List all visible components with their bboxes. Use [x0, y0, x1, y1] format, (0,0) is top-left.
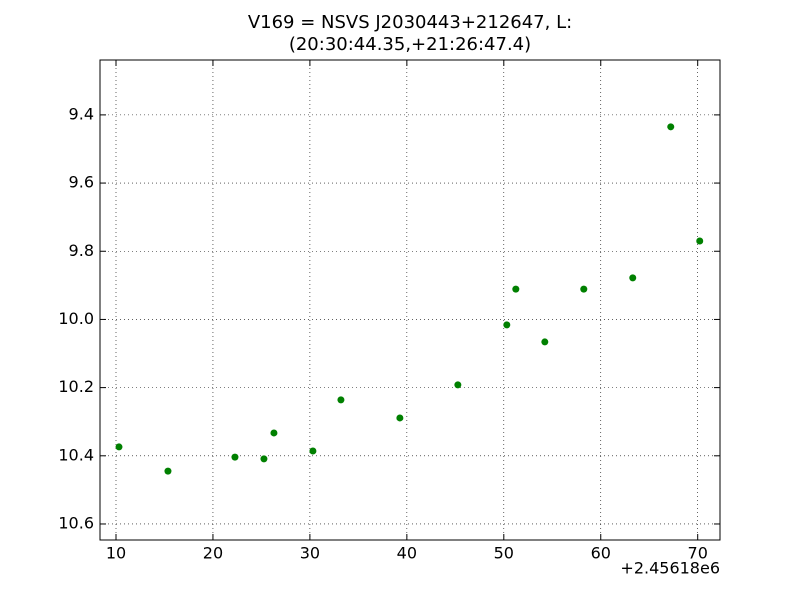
x-offset-label: +2.45618e6 — [620, 559, 720, 578]
y-tick-label: 9.4 — [69, 104, 94, 123]
point — [164, 467, 172, 475]
y-tick-label: 10.0 — [58, 309, 94, 328]
x-tick-label: 20 — [203, 544, 223, 563]
y-tick-label: 10.2 — [58, 377, 94, 396]
point — [396, 414, 404, 422]
chart-title: V169 = NSVS J2030443+212647, L: — [248, 12, 572, 33]
point — [337, 396, 345, 404]
point — [260, 455, 268, 463]
x-tick-label: 10 — [106, 544, 126, 563]
point — [667, 123, 675, 131]
y-tick-label: 10.6 — [58, 513, 94, 532]
chart-title: (20:30:44.35,+21:26:47.4) — [289, 34, 531, 55]
point — [512, 285, 520, 293]
point — [696, 237, 704, 245]
x-tick-label: 30 — [300, 544, 320, 563]
point — [309, 447, 317, 455]
point — [580, 285, 588, 293]
point — [503, 321, 511, 329]
x-tick-label: 60 — [591, 544, 611, 563]
point — [115, 443, 123, 451]
x-tick-label: 50 — [494, 544, 514, 563]
point — [231, 453, 239, 461]
point — [541, 338, 549, 346]
point — [454, 381, 462, 389]
x-tick-label: 40 — [397, 544, 417, 563]
point — [270, 429, 278, 437]
y-tick-label: 9.8 — [69, 241, 94, 260]
y-tick-label: 9.6 — [69, 173, 94, 192]
y-tick-label: 10.4 — [58, 445, 94, 464]
x-tick-label: 70 — [688, 544, 708, 563]
point — [629, 274, 637, 282]
plot-frame — [99, 59, 721, 541]
